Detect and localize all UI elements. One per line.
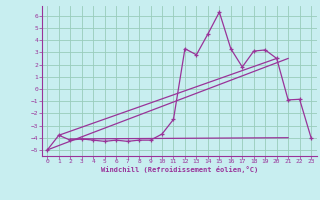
X-axis label: Windchill (Refroidissement éolien,°C): Windchill (Refroidissement éolien,°C) xyxy=(100,166,258,173)
